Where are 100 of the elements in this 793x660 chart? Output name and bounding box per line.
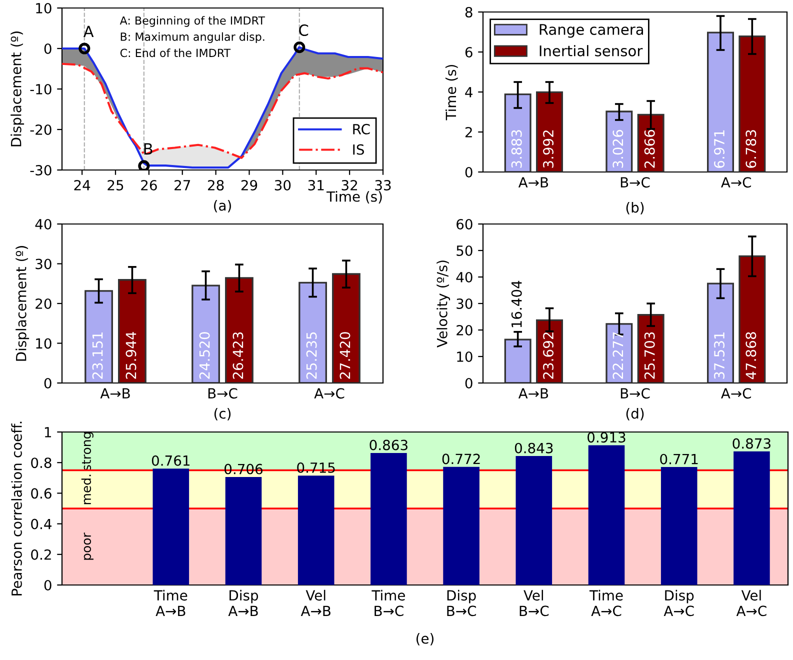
y-tick-label: 10 <box>36 2 52 14</box>
y-tick-label: 1 <box>44 427 51 438</box>
data-label: 37.531 <box>714 332 725 379</box>
annotation: B <box>144 143 152 154</box>
y-tick-label: 40 <box>35 218 52 230</box>
x-tick-label: A→C <box>314 388 344 399</box>
legend-label: Inertial sensor <box>540 45 643 56</box>
data-label: 0.873 <box>732 438 770 449</box>
x-tick-label: A→C <box>721 177 751 188</box>
y-tick-label: 4 <box>465 87 472 98</box>
data-label: 0.771 <box>660 454 698 464</box>
y-tick-label: 2 <box>465 126 472 138</box>
x-tick-label: Disp B→C <box>447 590 476 616</box>
x-tick-label: Disp A→C <box>664 590 694 616</box>
data-label: 2.866 <box>644 130 655 168</box>
x-tick-label: 24 <box>74 180 90 190</box>
x-axis-title: Time (s) <box>326 191 382 204</box>
annotation: C <box>299 24 308 36</box>
data-label: 0.913 <box>588 432 626 443</box>
x-tick-label: 27 <box>174 180 190 190</box>
y-tick-label: 10 <box>36 338 52 349</box>
text: (d) <box>626 408 644 420</box>
y-axis-title: Time (s) <box>445 64 458 120</box>
x-tick-label: Disp A→B <box>228 590 258 616</box>
text: (c) <box>214 408 231 420</box>
x-tick-label: Time A→C <box>589 590 623 616</box>
band-label: poor <box>84 532 94 560</box>
x-tick-label: B→C <box>620 177 650 188</box>
data-label: 23.151 <box>92 332 103 379</box>
data-label: 0.761 <box>152 455 190 466</box>
data-label: 0.772 <box>442 454 480 464</box>
y-tick-label: -20 <box>30 124 52 135</box>
y-tick-label: 50 <box>456 245 472 256</box>
data-label: 3.992 <box>543 130 554 168</box>
data-label: 6.783 <box>746 130 756 168</box>
y-tick-label: 30 <box>36 258 52 270</box>
annotation: B: Maximum angular disp. <box>120 32 264 44</box>
y-tick-label: 8 <box>465 6 472 18</box>
annotation: C: End of the IMDRT <box>120 48 231 58</box>
legend-label: RC <box>353 124 370 134</box>
y-axis-title: Velocity (º/s) <box>436 260 450 348</box>
x-tick-label: A→C <box>721 388 751 399</box>
data-label: 26.423 <box>232 332 244 379</box>
text: (e) <box>416 633 434 646</box>
x-tick-label: Time A→B <box>154 590 188 616</box>
y-tick-label: 30 <box>456 298 472 309</box>
y-axis-title: Displacement (º) <box>16 246 30 361</box>
y-tick-label: 0 <box>44 378 52 388</box>
y-tick-label: 0 <box>465 166 472 178</box>
y-tick-label: -30 <box>30 164 52 176</box>
data-label: 6.971 <box>714 130 725 168</box>
band-label: med. <box>81 474 92 504</box>
x-tick-label: Time B→C <box>372 590 405 616</box>
y-tick-label: 20 <box>36 298 52 309</box>
x-tick-label: B→C <box>620 388 650 399</box>
x-tick-label: 26 <box>141 180 157 190</box>
y-tick-label: 6 <box>465 46 472 58</box>
x-tick-label: 32 <box>342 180 358 190</box>
y-tick-label: 0 <box>465 378 472 388</box>
data-label: 22.277 <box>612 332 623 379</box>
x-tick-label: 29 <box>241 180 258 190</box>
legend-label: IS <box>353 144 364 155</box>
y-tick-label: 20 <box>456 324 472 336</box>
text: (b) <box>626 202 644 214</box>
text: (a) <box>214 200 231 212</box>
y-tick-label: 0.8 <box>31 458 52 468</box>
data-label: 27.420 <box>340 332 350 379</box>
data-label: 24.520 <box>199 332 210 379</box>
y-axis-title: Pearson correlation coeff. <box>11 422 22 596</box>
annotation: A <box>83 26 94 37</box>
x-tick-label: 28 <box>208 180 224 190</box>
band-label: strong <box>82 432 94 470</box>
y-tick-label: 0.4 <box>31 518 52 530</box>
data-label: 0.863 <box>370 440 408 450</box>
data-label: 25.235 <box>306 332 317 379</box>
y-tick-label: 60 <box>456 218 472 230</box>
annotation: A: Beginning of the IMDRT <box>120 16 266 27</box>
y-tick-label: 0.6 <box>31 488 52 499</box>
y-tick-label: 0 <box>44 43 52 54</box>
data-label: 3.883 <box>511 130 522 168</box>
x-tick-label: Vel A→B <box>300 590 330 616</box>
x-tick-label: 30 <box>274 180 291 190</box>
x-tick-label: 25 <box>108 180 124 190</box>
x-tick-label: 31 <box>308 180 324 190</box>
x-tick-label: A→B <box>100 388 130 398</box>
x-tick-label: Vel A→C <box>736 590 766 616</box>
y-axis-title: Displacement (º) <box>10 32 24 146</box>
x-tick-label: A→B <box>518 177 548 188</box>
data-label: 47.868 <box>746 332 756 380</box>
data-label: 23.692 <box>543 332 554 379</box>
y-tick-label: 10 <box>457 351 472 362</box>
x-tick-label: Vel B→C <box>520 590 549 616</box>
legend-label: Range camera <box>540 24 644 38</box>
data-label: 0.843 <box>514 442 553 454</box>
data-label: 25.703 <box>644 332 655 379</box>
data-label: 25.944 <box>126 332 136 379</box>
x-tick-label: 33 <box>375 180 391 190</box>
data-label: 16.404 <box>511 280 522 328</box>
y-tick-label: 0.2 <box>31 549 51 560</box>
y-tick-label: -10 <box>30 84 52 94</box>
